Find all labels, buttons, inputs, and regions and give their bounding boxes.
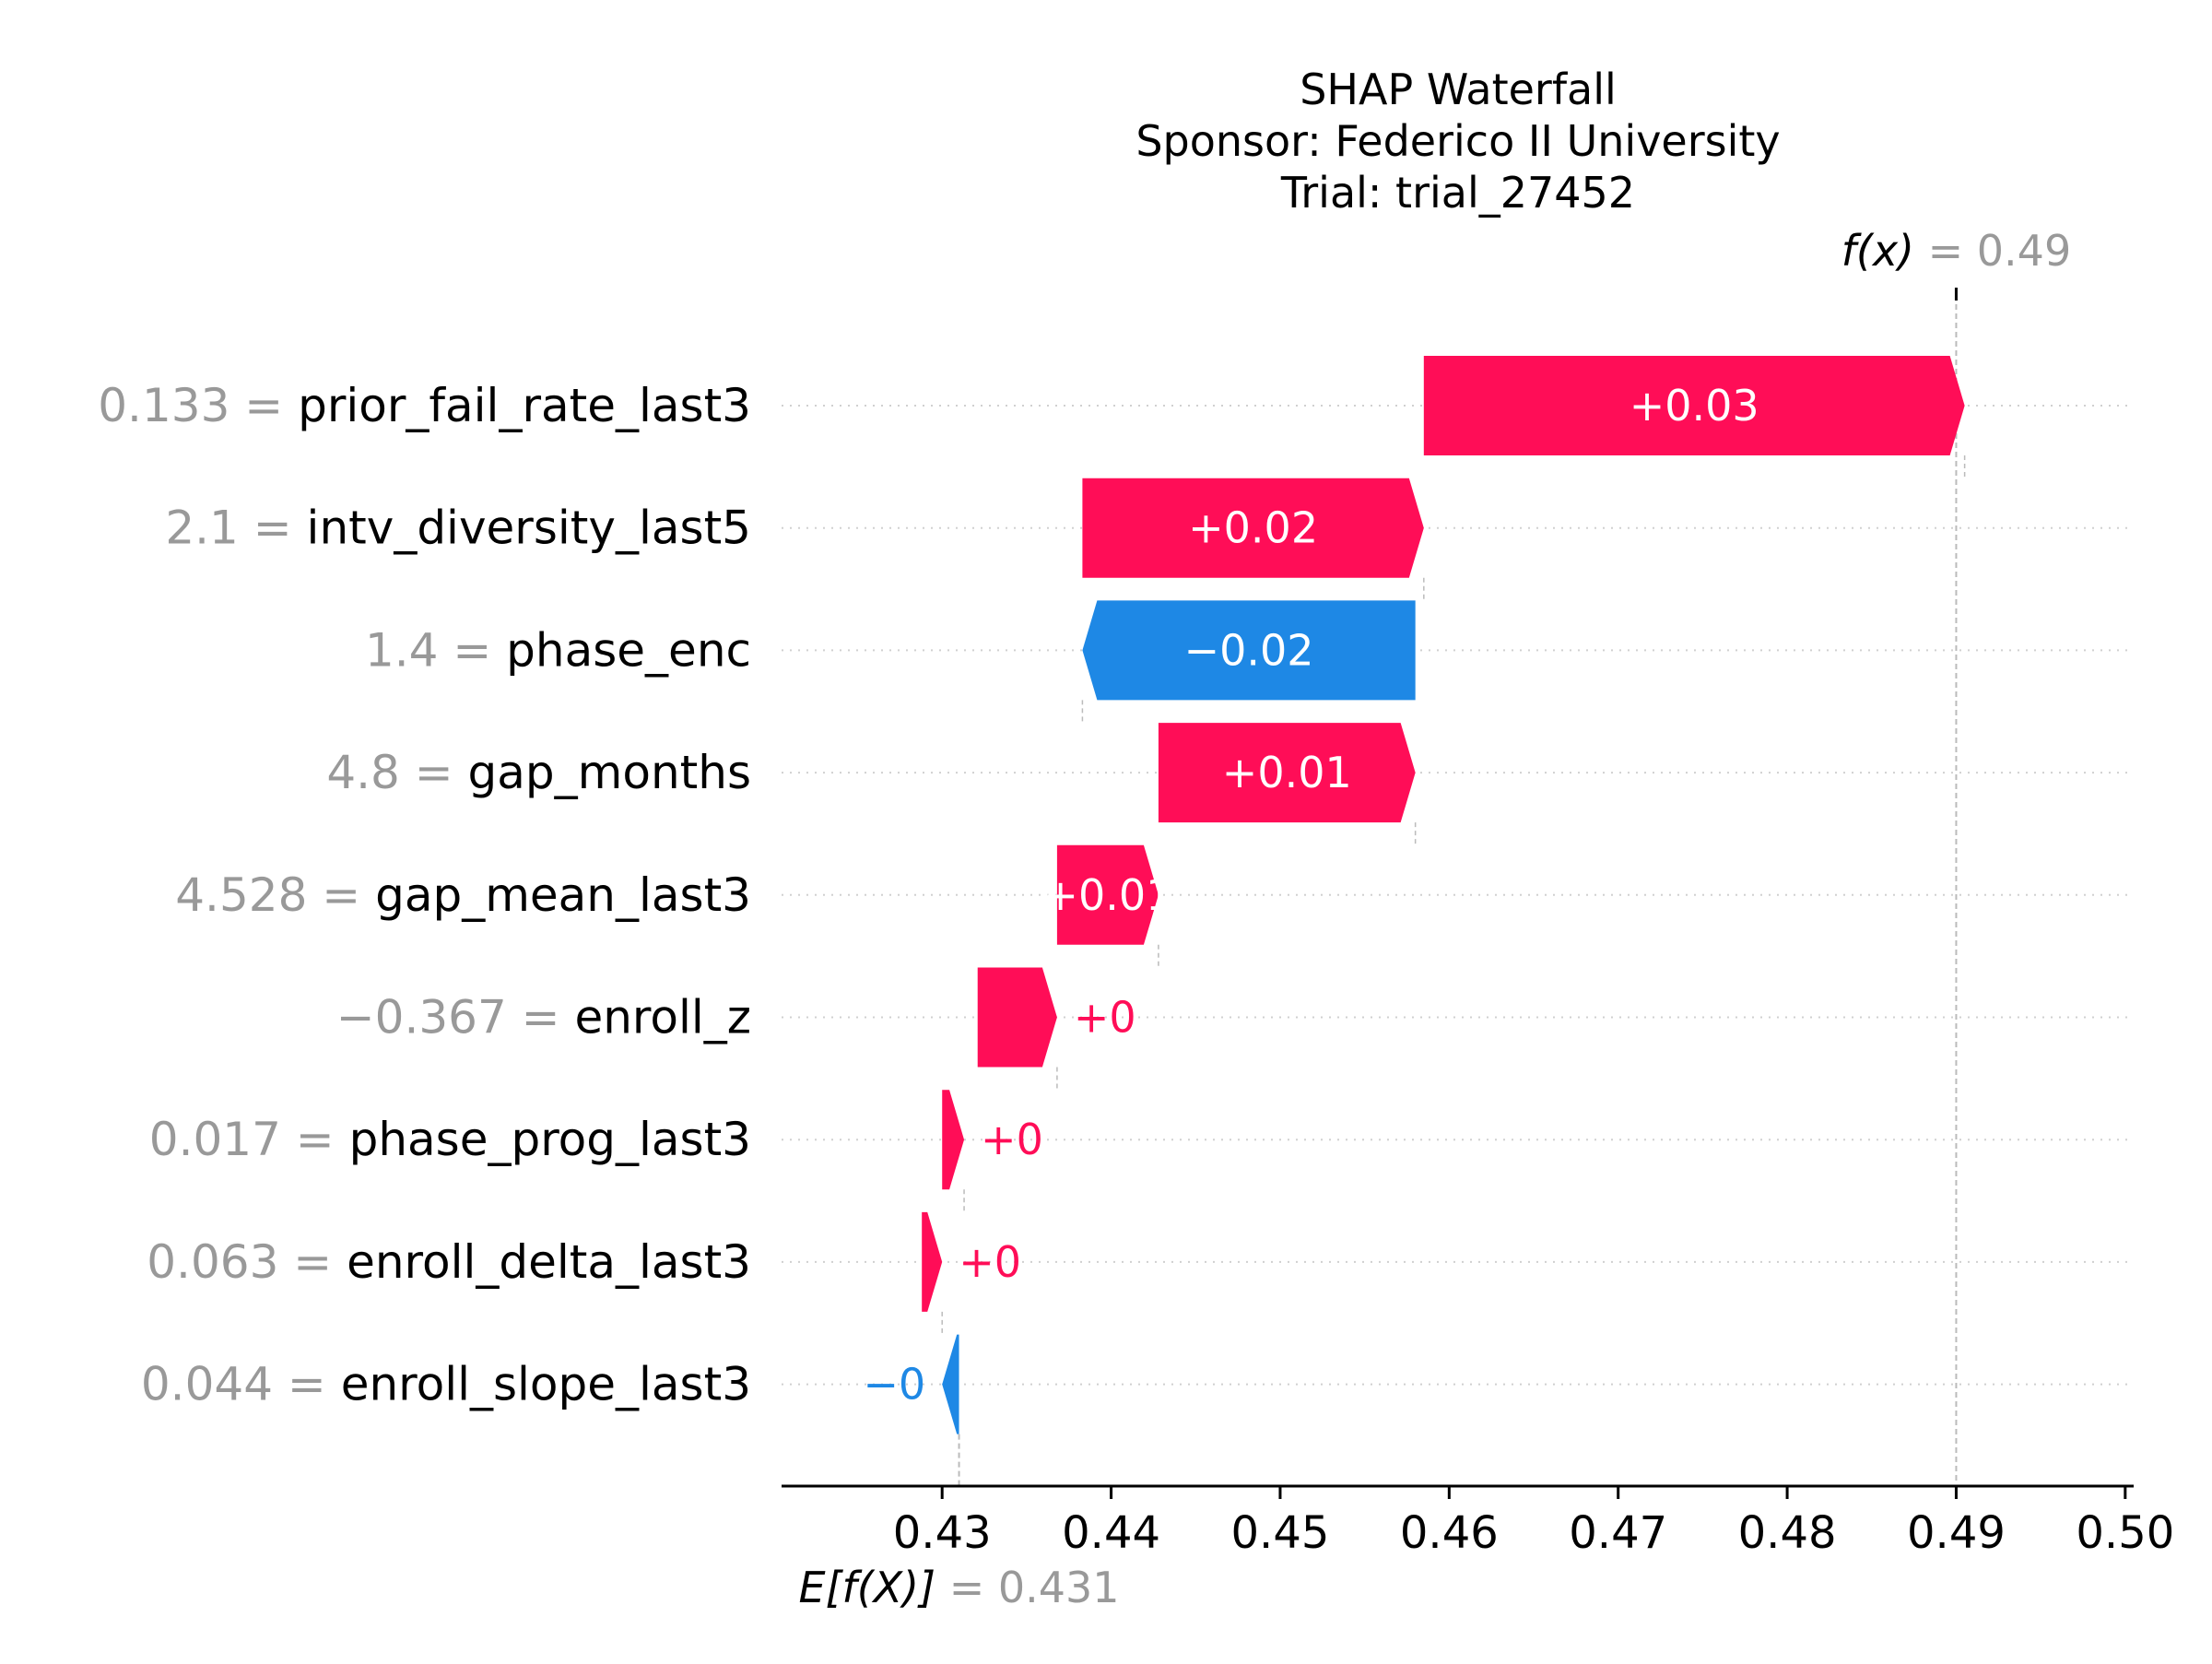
feature-label-enroll_z: −0.367 = enroll_z bbox=[336, 991, 751, 1044]
waterfall-bar-phase_enc bbox=[1082, 600, 1416, 701]
feature-labels: 0.133 = prior_fail_rate_last3 2.1 = intv_… bbox=[98, 379, 751, 1411]
guide-lines bbox=[782, 304, 2134, 1486]
x-axis: 0.43 0.44 0.45 0.46 0.47 0.48 0.49 0.50 bbox=[782, 288, 2174, 1559]
contribution-label: −0.02 bbox=[1184, 625, 1314, 675]
feature-label-phase_prog_last3: 0.017 = phase_prog_last3 bbox=[149, 1113, 751, 1166]
contribution-label: +0 bbox=[981, 1115, 1043, 1164]
title-line: Sponsor: Federico II University bbox=[1135, 116, 1780, 166]
waterfall-bar-phase_prog_last3 bbox=[942, 1090, 965, 1190]
contribution-label: −0 bbox=[863, 1360, 925, 1410]
waterfall-bar-gap_mean_last3 bbox=[1056, 844, 1159, 945]
contribution-label: +0.03 bbox=[1630, 381, 1759, 431]
waterfall-bar-gap_months bbox=[1158, 723, 1416, 823]
contribution-label: +0 bbox=[959, 1237, 1021, 1287]
title-line: SHAP Waterfall bbox=[1300, 65, 1617, 114]
x-tick-label: 0.46 bbox=[1400, 1507, 1499, 1559]
x-tick-label: 0.43 bbox=[893, 1507, 992, 1559]
feature-label-intv_diversity_last5: 2.1 = intv_diversity_last5 bbox=[165, 502, 751, 555]
feature-label-enroll_slope_last3: 0.044 = enroll_slope_last3 bbox=[141, 1358, 751, 1411]
value-annotations: f(x) = 0.49 +0.03 +0.02 −0.02 +0.01 +0.01 +0 +0… bbox=[799, 226, 2072, 1612]
x-tick-label: 0.44 bbox=[1062, 1507, 1160, 1559]
waterfall-bar-enroll_z bbox=[977, 967, 1057, 1068]
output-value-label: f(x) = 0.49 bbox=[1841, 226, 2072, 276]
x-tick-label: 0.48 bbox=[1738, 1507, 1837, 1559]
contribution-label: +0.01 bbox=[1042, 870, 1172, 920]
contribution-label: +0.02 bbox=[1188, 503, 1318, 553]
x-tick-label: 0.50 bbox=[2076, 1507, 2174, 1559]
feature-label-gap_mean_last3: 4.528 = gap_mean_last3 bbox=[175, 868, 751, 922]
contribution-label: +0 bbox=[1074, 993, 1136, 1043]
feature-label-prior_fail_rate_last3: 0.133 = prior_fail_rate_last3 bbox=[98, 379, 751, 432]
waterfall-bar-prior_fail_rate_last3 bbox=[1423, 356, 1965, 455]
x-tick-label: 0.45 bbox=[1231, 1507, 1330, 1559]
title-line: Trial: trial_27452 bbox=[1280, 168, 1635, 218]
waterfall-bars bbox=[922, 356, 1965, 1434]
waterfall-bar-intv_diversity_last5 bbox=[1082, 478, 1424, 578]
waterfall-bar-enroll_slope_last3 bbox=[942, 1334, 959, 1434]
contribution-label: +0.01 bbox=[1222, 748, 1352, 797]
base-value-label: E[f(X)] = 0.431 bbox=[799, 1563, 1120, 1612]
feature-label-gap_months: 4.8 = gap_months bbox=[326, 746, 751, 799]
waterfall-bar-enroll_delta_last3 bbox=[922, 1211, 943, 1312]
feature-label-phase_enc: 1.4 = phase_enc bbox=[365, 623, 751, 677]
feature-label-enroll_delta_last3: 0.063 = enroll_delta_last3 bbox=[147, 1235, 751, 1289]
x-tick-label: 0.47 bbox=[1569, 1507, 1667, 1559]
x-tick-label: 0.49 bbox=[1907, 1507, 2006, 1559]
